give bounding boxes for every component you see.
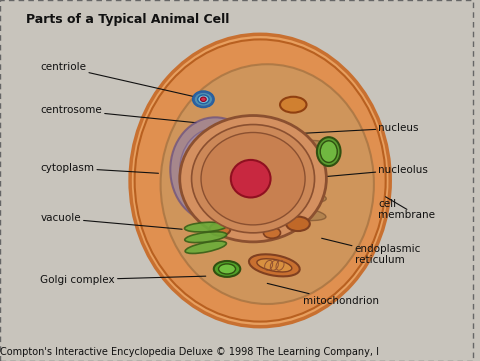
Text: centriole: centriole — [40, 62, 206, 99]
Ellipse shape — [198, 95, 209, 104]
Ellipse shape — [317, 137, 341, 166]
Ellipse shape — [218, 264, 236, 274]
Text: endoplasmic
reticulum: endoplasmic reticulum — [322, 238, 421, 265]
Ellipse shape — [320, 141, 337, 162]
Ellipse shape — [201, 97, 206, 101]
Ellipse shape — [265, 190, 326, 204]
Ellipse shape — [265, 205, 326, 221]
Ellipse shape — [265, 140, 326, 156]
Text: Compton's Interactive Encyclopedia Deluxe © 1998 The Learning Company, I: Compton's Interactive Encyclopedia Delux… — [0, 347, 379, 357]
Ellipse shape — [201, 132, 305, 225]
Ellipse shape — [280, 97, 307, 113]
Text: nucleolus: nucleolus — [281, 165, 428, 180]
Ellipse shape — [286, 217, 310, 231]
Ellipse shape — [265, 157, 326, 171]
Text: Parts of a Typical Animal Cell: Parts of a Typical Animal Cell — [26, 13, 229, 26]
Ellipse shape — [185, 241, 227, 253]
Ellipse shape — [249, 254, 300, 277]
Text: centrosome: centrosome — [40, 105, 196, 123]
Ellipse shape — [130, 34, 390, 327]
Ellipse shape — [187, 137, 243, 202]
Ellipse shape — [231, 160, 271, 197]
Text: Golgi complex: Golgi complex — [40, 275, 206, 285]
Ellipse shape — [210, 223, 230, 236]
Text: mitochondrion: mitochondrion — [267, 283, 379, 306]
Ellipse shape — [184, 222, 227, 232]
Ellipse shape — [185, 232, 227, 243]
Ellipse shape — [161, 64, 374, 304]
Ellipse shape — [180, 116, 326, 242]
Ellipse shape — [170, 117, 260, 222]
Text: nucleus: nucleus — [298, 123, 419, 134]
Text: vacuole: vacuole — [40, 213, 182, 229]
Text: cytoplasm: cytoplasm — [40, 163, 158, 173]
Ellipse shape — [193, 91, 214, 107]
Ellipse shape — [214, 261, 240, 277]
Ellipse shape — [265, 174, 326, 187]
Text: cell
membrane: cell membrane — [378, 197, 435, 220]
Ellipse shape — [180, 128, 251, 211]
Ellipse shape — [264, 227, 280, 238]
Ellipse shape — [134, 39, 385, 322]
Ellipse shape — [192, 125, 314, 233]
Ellipse shape — [257, 259, 292, 272]
